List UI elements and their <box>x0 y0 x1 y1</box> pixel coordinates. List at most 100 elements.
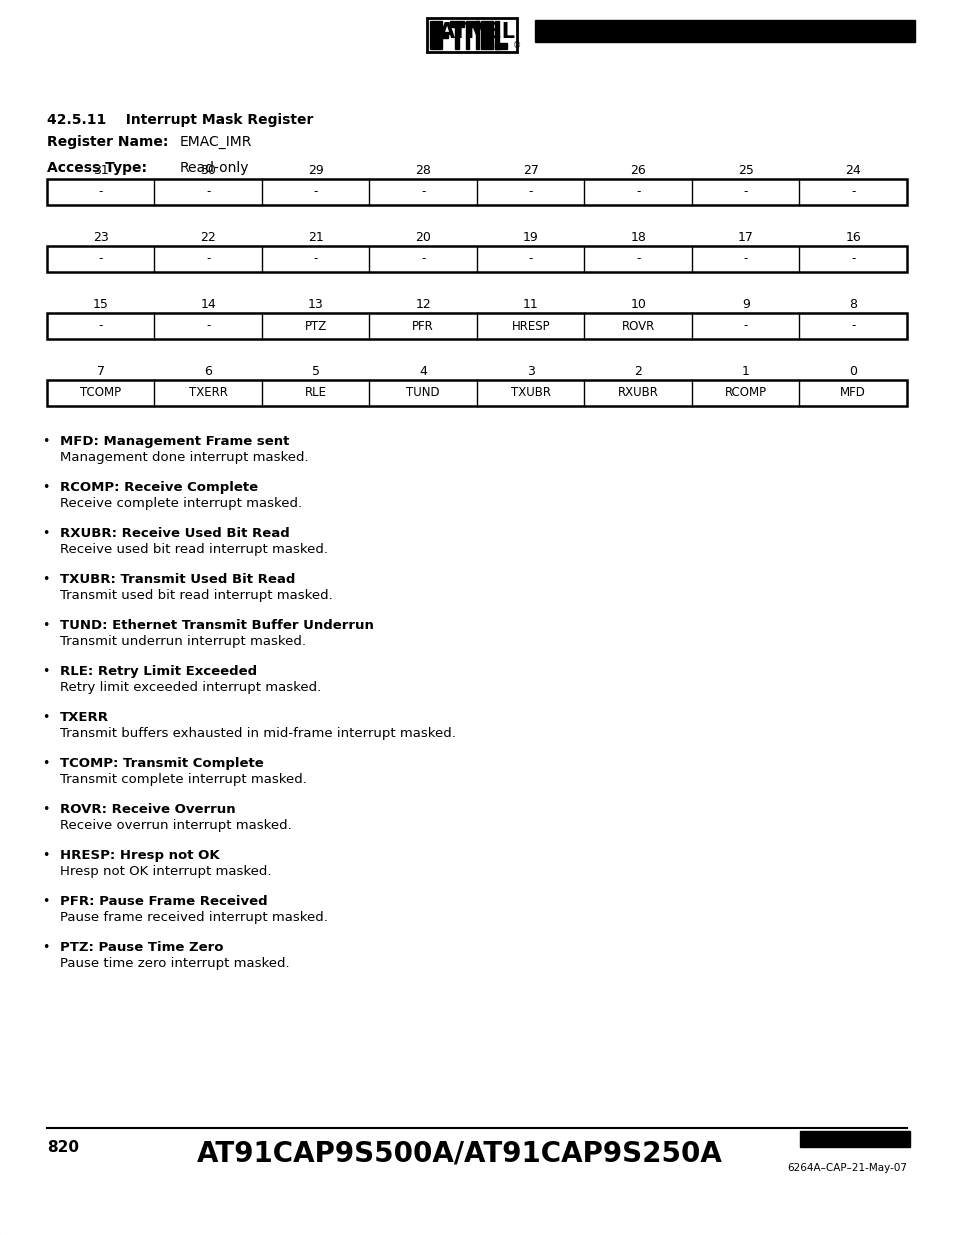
Text: RXUBR: RXUBR <box>618 387 658 399</box>
Text: 31: 31 <box>92 164 109 177</box>
Text: -: - <box>742 320 747 332</box>
Text: -: - <box>206 185 211 199</box>
Text: -: - <box>314 252 317 266</box>
Text: 16: 16 <box>844 231 861 245</box>
Text: PTZ: Pause Time Zero: PTZ: Pause Time Zero <box>60 941 223 953</box>
Text: -: - <box>636 185 639 199</box>
Text: Transmit underrun interrupt masked.: Transmit underrun interrupt masked. <box>60 635 306 648</box>
Text: •: • <box>43 527 50 540</box>
Text: 29: 29 <box>308 164 323 177</box>
Text: •: • <box>43 848 50 862</box>
Text: •: • <box>43 435 50 448</box>
Text: 24: 24 <box>844 164 861 177</box>
Text: Retry limit exceeded interrupt masked.: Retry limit exceeded interrupt masked. <box>60 680 321 694</box>
Text: Hresp not OK interrupt masked.: Hresp not OK interrupt masked. <box>60 864 272 878</box>
Bar <box>800 1131 909 1147</box>
Text: 21: 21 <box>308 231 323 245</box>
Text: 18: 18 <box>630 231 645 245</box>
Text: 14: 14 <box>200 298 216 311</box>
Text: 6264A–CAP–21-May-07: 6264A–CAP–21-May-07 <box>786 1163 906 1173</box>
Text: 11: 11 <box>522 298 538 311</box>
Text: MFD: MFD <box>840 387 865 399</box>
Text: 4: 4 <box>419 366 427 378</box>
Bar <box>441 32 448 38</box>
Text: 27: 27 <box>522 164 538 177</box>
Text: -: - <box>98 185 103 199</box>
Text: TCOMP: Transmit Complete: TCOMP: Transmit Complete <box>60 757 263 769</box>
Bar <box>455 27 458 49</box>
Text: PTZ: PTZ <box>304 320 327 332</box>
Text: HRESP: Hresp not OK: HRESP: Hresp not OK <box>60 848 219 862</box>
Text: -: - <box>850 185 855 199</box>
Text: •: • <box>43 941 50 953</box>
Text: 6: 6 <box>204 366 212 378</box>
Text: -: - <box>528 252 533 266</box>
Text: •: • <box>43 711 50 724</box>
Bar <box>476 21 478 49</box>
Text: 42.5.11    Interrupt Mask Register: 42.5.11 Interrupt Mask Register <box>47 112 313 127</box>
Text: Receive used bit read interrupt masked.: Receive used bit read interrupt masked. <box>60 543 328 556</box>
Text: 12: 12 <box>415 298 431 311</box>
Text: 26: 26 <box>630 164 645 177</box>
Bar <box>47 179 906 205</box>
Bar <box>430 21 441 49</box>
Text: PFR: Pause Frame Received: PFR: Pause Frame Received <box>60 895 268 908</box>
Text: 22: 22 <box>200 231 216 245</box>
Text: 23: 23 <box>92 231 109 245</box>
Text: •: • <box>43 757 50 769</box>
Text: MFD: Management Frame sent: MFD: Management Frame sent <box>60 435 289 448</box>
Text: TXUBR: Transmit Used Bit Read: TXUBR: Transmit Used Bit Read <box>60 573 295 585</box>
Text: HRESP: HRESP <box>511 320 550 332</box>
Text: Receive complete interrupt masked.: Receive complete interrupt masked. <box>60 496 302 510</box>
Text: •: • <box>43 895 50 908</box>
Text: 8: 8 <box>848 298 857 311</box>
Text: 1: 1 <box>741 366 749 378</box>
Text: RLE: RLE <box>304 387 327 399</box>
Text: •: • <box>43 619 50 632</box>
Text: 7: 7 <box>96 366 105 378</box>
Text: 820: 820 <box>47 1140 79 1155</box>
Bar <box>450 21 463 27</box>
Text: -: - <box>420 252 425 266</box>
Text: TXERR: TXERR <box>189 387 228 399</box>
Text: •: • <box>43 573 50 585</box>
Text: •: • <box>43 480 50 494</box>
Bar <box>495 43 506 49</box>
Text: Transmit used bit read interrupt masked.: Transmit used bit read interrupt masked. <box>60 589 333 601</box>
Text: TXUBR: TXUBR <box>510 387 550 399</box>
Text: -: - <box>420 185 425 199</box>
Text: -: - <box>98 252 103 266</box>
Bar <box>47 380 906 406</box>
Text: Management done interrupt masked.: Management done interrupt masked. <box>60 451 309 464</box>
Text: 9: 9 <box>741 298 749 311</box>
Text: Transmit complete interrupt masked.: Transmit complete interrupt masked. <box>60 773 307 785</box>
Text: 5: 5 <box>312 366 319 378</box>
Text: -: - <box>850 320 855 332</box>
Text: •: • <box>43 664 50 678</box>
Text: TCOMP: TCOMP <box>80 387 121 399</box>
Bar <box>427 19 517 52</box>
Text: Register Name:: Register Name: <box>47 135 168 149</box>
Text: 30: 30 <box>200 164 216 177</box>
Text: Read-only: Read-only <box>180 161 250 175</box>
Text: -: - <box>742 185 747 199</box>
Bar <box>469 21 478 27</box>
Text: RLE: Retry Limit Exceeded: RLE: Retry Limit Exceeded <box>60 664 257 678</box>
Text: ®: ® <box>513 41 520 49</box>
Text: 3: 3 <box>526 366 534 378</box>
Text: 13: 13 <box>308 298 323 311</box>
Text: -: - <box>206 320 211 332</box>
Text: 20: 20 <box>415 231 431 245</box>
Text: -: - <box>98 320 103 332</box>
Text: 15: 15 <box>92 298 109 311</box>
Text: -: - <box>636 252 639 266</box>
Text: Pause time zero interrupt masked.: Pause time zero interrupt masked. <box>60 957 290 969</box>
Text: TUND: Ethernet Transmit Buffer Underrun: TUND: Ethernet Transmit Buffer Underrun <box>60 619 374 632</box>
Text: RCOMP: RCOMP <box>724 387 766 399</box>
Bar <box>465 21 469 49</box>
Text: 28: 28 <box>415 164 431 177</box>
Bar <box>480 21 493 49</box>
Text: TUND: TUND <box>406 387 439 399</box>
Bar <box>47 246 906 272</box>
Text: AT91CAP9S500A/AT91CAP9S250A: AT91CAP9S500A/AT91CAP9S250A <box>197 1140 722 1168</box>
